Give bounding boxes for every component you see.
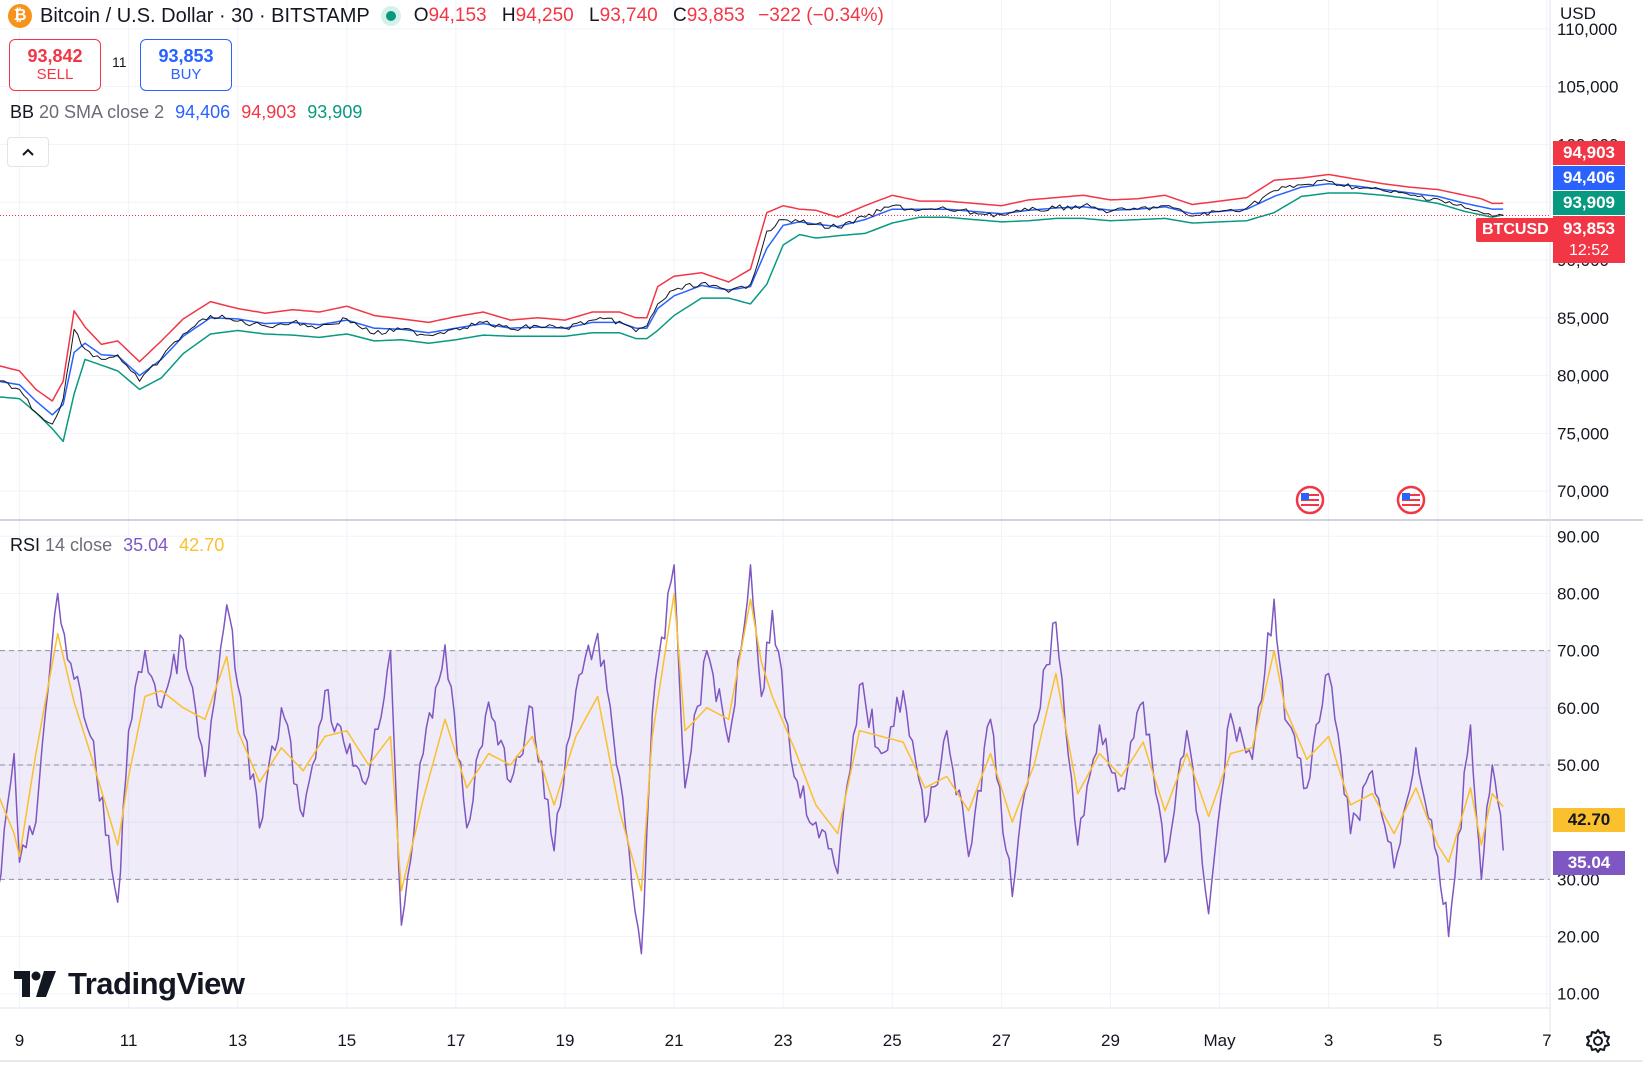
low-value: 93,740: [599, 5, 658, 26]
currency-selector[interactable]: USD: [1560, 4, 1596, 23]
rsi-tick-label: 10.00: [1557, 985, 1600, 1004]
rsi-value: 35.04: [123, 535, 169, 555]
close-value: 93,853: [686, 5, 745, 26]
market-status-dot-icon[interactable]: [385, 11, 396, 21]
rsi-tick-label: 70.00: [1557, 642, 1600, 661]
bb-upper-line: [0, 173, 1504, 402]
spread-value: 11: [112, 54, 127, 70]
bitcoin-logo-icon: ₿: [8, 4, 32, 28]
time-axis[interactable]: 911131517192123252729May3579: [15, 1031, 1643, 1050]
sell-price: 93,842: [27, 46, 83, 66]
time-tick-label: 7: [1542, 1031, 1551, 1050]
price-tick-label: 105,000: [1557, 78, 1618, 97]
time-tick-label: 3: [1324, 1031, 1333, 1050]
series-layer: [0, 173, 1504, 955]
time-tick-label: May: [1203, 1031, 1236, 1050]
bb-basis-price-tag: 94,406: [1553, 166, 1625, 190]
bb-params: 20 SMA close 2: [39, 102, 165, 122]
bb-upper-value: 94,903: [241, 102, 297, 122]
price-tick-label: 70,000: [1557, 482, 1609, 501]
rsi-legend[interactable]: RSI 14 close 35.04 42.70: [10, 535, 224, 556]
rsi-ma-value: 42.70: [179, 535, 225, 555]
rsi-level-lines: [0, 650, 1550, 880]
time-tick-label: 15: [337, 1031, 356, 1050]
buy-button[interactable]: 93,853 BUY: [140, 39, 232, 91]
tradingview-brand[interactable]: TradingView: [14, 966, 245, 1002]
price-tick-label: 110,000: [1557, 20, 1617, 39]
open-label: O: [413, 5, 429, 26]
buy-price: 93,853: [158, 46, 214, 66]
time-tick-label: 13: [228, 1031, 247, 1050]
rsi-tick-label: 20.00: [1557, 928, 1600, 947]
sell-label: SELL: [36, 66, 74, 83]
time-tick-label: 17: [446, 1031, 465, 1050]
last-price-tag: 93,853 12:52: [1553, 216, 1625, 263]
close-label: C: [673, 5, 687, 26]
symbol-title[interactable]: Bitcoin / U.S. Dollar · 30 · BITSTAMP: [40, 4, 370, 27]
rsi-line: [0, 564, 1504, 955]
rsi-tick-label: 60.00: [1557, 699, 1600, 718]
us-event-flag-icon[interactable]: [1295, 485, 1325, 515]
price-tick-label: 80,000: [1557, 367, 1609, 386]
rsi-params: 14 close: [45, 535, 113, 555]
rsi-tick-label: 80.00: [1557, 584, 1600, 603]
symbol-header: ₿ Bitcoin / U.S. Dollar · 30 · BITSTAMP …: [8, 2, 884, 30]
rsi-tick-label: 30.00: [1557, 870, 1600, 889]
high-value: 94,250: [515, 5, 574, 26]
time-tick-label: 5: [1433, 1031, 1442, 1050]
bb-basis-value: 94,406: [175, 102, 231, 122]
tradingview-logo-icon: [14, 971, 56, 997]
open-value: 94,153: [428, 5, 487, 26]
time-tick-label: 21: [665, 1031, 684, 1050]
bar-countdown: 12:52: [1568, 241, 1610, 259]
collapse-legend-button[interactable]: [7, 137, 49, 167]
time-tick-label: 25: [883, 1031, 902, 1050]
settings-gear-icon[interactable]: [1585, 1028, 1611, 1054]
rsi-name: RSI: [10, 535, 41, 555]
brand-name: TradingView: [68, 966, 245, 1001]
rsi-tick-label: 50.00: [1557, 756, 1600, 775]
last-price-value: 93,853: [1563, 218, 1615, 238]
symbol-price-label: BTCUSD: [1476, 218, 1555, 242]
high-label: H: [501, 5, 516, 26]
low-label: L: [589, 5, 600, 26]
change-value: −322 (−0.34%): [758, 5, 884, 26]
time-tick-label: 9: [15, 1031, 24, 1050]
rsi-tick-label: 90.00: [1557, 527, 1600, 546]
bb-name: BB: [10, 102, 35, 122]
time-tick-label: 29: [1101, 1031, 1120, 1050]
rsi-value-tag: 35.04: [1553, 851, 1625, 875]
bb-legend[interactable]: BB 20 SMA close 2 94,406 94,903 93,909: [10, 102, 362, 123]
us-event-flag-icon[interactable]: [1396, 485, 1426, 515]
sell-button[interactable]: 93,842 SELL: [9, 39, 101, 91]
rsi-axis[interactable]: 90.0080.0070.0060.0050.0040.0030.0020.00…: [1557, 527, 1600, 1003]
time-tick-label: 23: [774, 1031, 793, 1050]
rsi-ma-line: [0, 592, 1504, 892]
bb-upper-price-tag: 94,903: [1553, 141, 1625, 165]
price-tick-label: 85,000: [1557, 309, 1609, 328]
bb-lower-value: 93,909: [307, 102, 363, 122]
bb-basis-line: [0, 182, 1504, 416]
buy-label: BUY: [170, 66, 202, 83]
bb-lower-price-tag: 93,909: [1553, 191, 1625, 215]
time-tick-label: 11: [120, 1031, 138, 1050]
chevron-up-icon: [22, 148, 34, 156]
time-tick-label: 27: [992, 1031, 1011, 1050]
ohlc-values: O94,153 H94,250 L93,740 C93,853 −322 (−0…: [414, 5, 884, 27]
price-tick-label: 75,000: [1557, 424, 1609, 443]
price-close-line: [0, 179, 1504, 425]
time-tick-label: 19: [556, 1031, 575, 1050]
rsi-ma-tag: 42.70: [1553, 808, 1625, 832]
bb-lower-line: [0, 192, 1504, 443]
